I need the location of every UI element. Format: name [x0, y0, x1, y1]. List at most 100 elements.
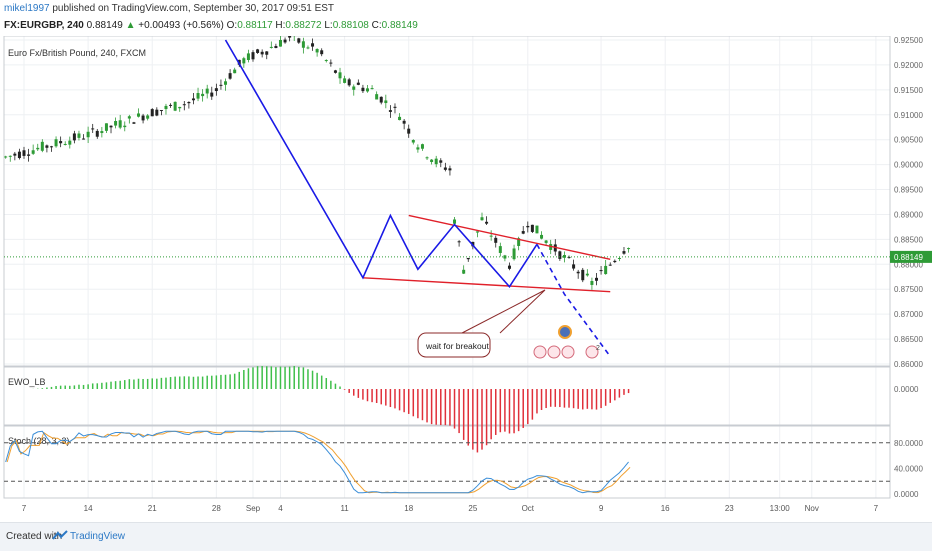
created-with: Created with — [6, 531, 63, 542]
last-price-tag: 0.88149 — [4, 250, 932, 263]
time-tick-label: 23 — [725, 504, 734, 513]
wave-line — [224, 39, 538, 289]
time-tick-label: 7 — [874, 504, 879, 513]
candle-body — [384, 100, 388, 104]
low-label: L: — [324, 20, 333, 31]
candle-body — [411, 139, 415, 143]
candle-body — [182, 104, 186, 106]
time-tick-label: Sep — [246, 504, 261, 513]
time-tick-label: 11 — [340, 504, 349, 513]
chart-area[interactable]: Euro Fx/British Pound, 240, FXCM EWO_LB … — [0, 36, 932, 522]
candle-body — [434, 158, 438, 165]
candle-body — [402, 120, 406, 124]
price-change: +0.00493 (+0.56%) — [138, 20, 224, 31]
candle-body — [173, 101, 177, 111]
candle-body — [329, 62, 333, 64]
price-tick-label: 0.91500 — [894, 86, 923, 95]
candle-body — [581, 269, 585, 281]
author-link[interactable]: mikel1997 — [4, 3, 50, 14]
price-tick-label: 0.91000 — [894, 111, 923, 120]
price-tick-label: 0.86000 — [894, 360, 923, 369]
candle-body — [393, 106, 397, 108]
candle-body — [228, 73, 232, 79]
candle-body — [278, 39, 282, 47]
candle-body — [196, 93, 200, 99]
time-tick-label: 25 — [468, 504, 477, 513]
candle-body — [164, 105, 168, 110]
candle-body — [13, 153, 17, 156]
last-price-label: 0.88149 — [894, 253, 923, 262]
candle-body — [40, 141, 44, 151]
time-tick-label: 28 — [212, 504, 221, 513]
main-pane[interactable] — [3, 36, 891, 367]
high-label: H: — [275, 20, 286, 31]
candle-body — [210, 92, 214, 97]
tradingview-brand[interactable]: TradingView — [70, 531, 126, 542]
candle-body — [443, 167, 447, 170]
candle-body — [315, 49, 319, 53]
stoch-tick-label: 0.0000 — [894, 490, 919, 499]
candle-body — [352, 86, 356, 90]
candle-body — [127, 116, 131, 119]
candle-body — [169, 104, 173, 106]
candle-body — [36, 147, 40, 150]
time-tick-label: 7 — [22, 504, 27, 513]
ewo-axis: 0.0000 — [894, 385, 919, 394]
candle-body — [388, 110, 392, 112]
time-tick-label: Nov — [805, 504, 819, 513]
candle-body — [398, 116, 402, 121]
stoch-d-line — [6, 430, 631, 494]
candle-body — [521, 231, 525, 234]
ewo-pane[interactable] — [3, 366, 891, 426]
callout-pointer — [461, 289, 546, 334]
candle-body — [27, 154, 31, 156]
candle-body — [526, 225, 530, 228]
candle-body — [475, 231, 479, 233]
candle-body — [132, 122, 136, 124]
candle-body — [104, 123, 108, 131]
candle-body — [627, 248, 631, 250]
candle-body — [530, 224, 534, 232]
time-tick-label: 4 — [278, 504, 283, 513]
candle-body — [63, 143, 67, 145]
candle-body — [375, 94, 379, 100]
candles — [4, 36, 631, 290]
candle-body — [256, 49, 260, 53]
candle-body — [72, 133, 76, 141]
candle-body — [485, 221, 489, 224]
candle-body — [49, 146, 53, 148]
open-value: 0.88117 — [237, 20, 273, 31]
time-tick-label: 18 — [404, 504, 413, 513]
candle-body — [141, 115, 145, 121]
candle-body — [311, 43, 315, 47]
main-chart-title: Euro Fx/British Pound, 240, FXCM — [8, 48, 146, 58]
time-tick-label: 13:00 — [770, 504, 791, 513]
candle-body — [480, 217, 484, 221]
candle-body — [572, 264, 576, 269]
candle-body — [576, 271, 580, 274]
candle-body — [109, 125, 113, 128]
candle-body — [178, 106, 182, 109]
candle-body — [622, 251, 626, 254]
candle-body — [100, 131, 104, 134]
time-tick-label: 9 — [599, 504, 604, 513]
candle-body — [77, 133, 81, 138]
candle-body — [86, 131, 90, 138]
candle-body — [246, 53, 250, 60]
price-axis[interactable]: 0.92500 0.92000 0.91500 0.91000 0.90500 0.900… — [894, 36, 923, 369]
candle-body — [370, 88, 374, 90]
grid — [4, 36, 890, 498]
candle-body — [320, 50, 324, 55]
open-label: O: — [226, 20, 238, 31]
candle-body — [219, 84, 223, 86]
candle-body — [333, 70, 337, 73]
candle-body — [269, 46, 273, 48]
candle-body — [31, 150, 35, 154]
time-axis[interactable]: 7 14 21 28 Sep 4 11 18 25 Oct 9 16 23 13:00 Nov 7 — [22, 504, 879, 513]
stoch-pane[interactable] — [3, 425, 891, 499]
candle-body — [201, 93, 205, 97]
candle-body — [338, 72, 342, 79]
candle-body — [205, 88, 209, 94]
candle-body — [288, 36, 292, 38]
candle-body — [567, 256, 571, 258]
